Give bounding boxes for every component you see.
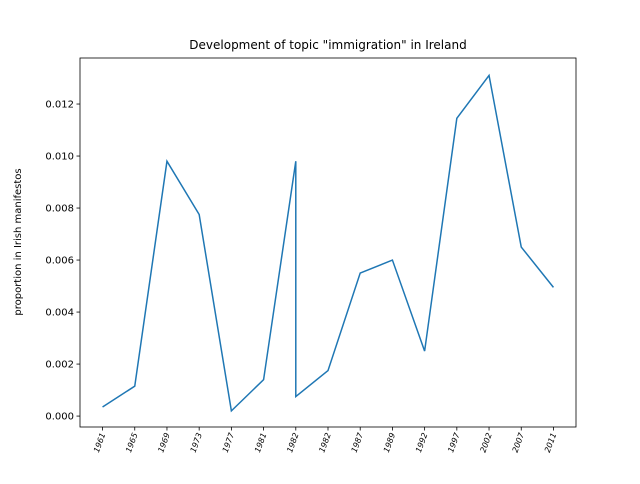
x-tick-label: 2007 [511,431,527,454]
y-tick-label: 0.012 [45,100,74,111]
x-tick-label: 1981 [253,432,268,454]
x-tick-label: 1987 [350,431,366,454]
x-tick-label: 1982 [285,432,300,454]
plot-frame [79,57,577,428]
y-tick-label: 0.002 [45,360,74,371]
x-tick-label: 1997 [446,431,462,454]
y-tick-label: 0.006 [45,256,74,267]
y-axis-label: proportion in Irish manifestos [13,168,24,315]
x-tick-label: 1965 [124,432,139,454]
x-tick-label: 2011 [543,432,558,454]
x-tick-label: 1977 [221,431,237,454]
y-tick-label: 0.008 [45,204,74,215]
x-tick-label: 1992 [414,432,429,454]
x-tick-label: 1969 [156,432,171,454]
x-tick-label: 1961 [92,432,107,454]
y-tick-label: 0.010 [45,152,74,163]
x-tick-label: 1982 [317,432,332,454]
x-tick-label: 1973 [189,432,204,454]
chart-title: Development of topic "immigration" in Ir… [189,38,466,52]
x-tick-label: 2002 [478,432,493,454]
line [102,73,555,413]
x-tick-label: 1989 [382,432,397,454]
y-tick-label: 0.004 [45,308,74,319]
y-tick-label: 0.000 [45,412,74,423]
